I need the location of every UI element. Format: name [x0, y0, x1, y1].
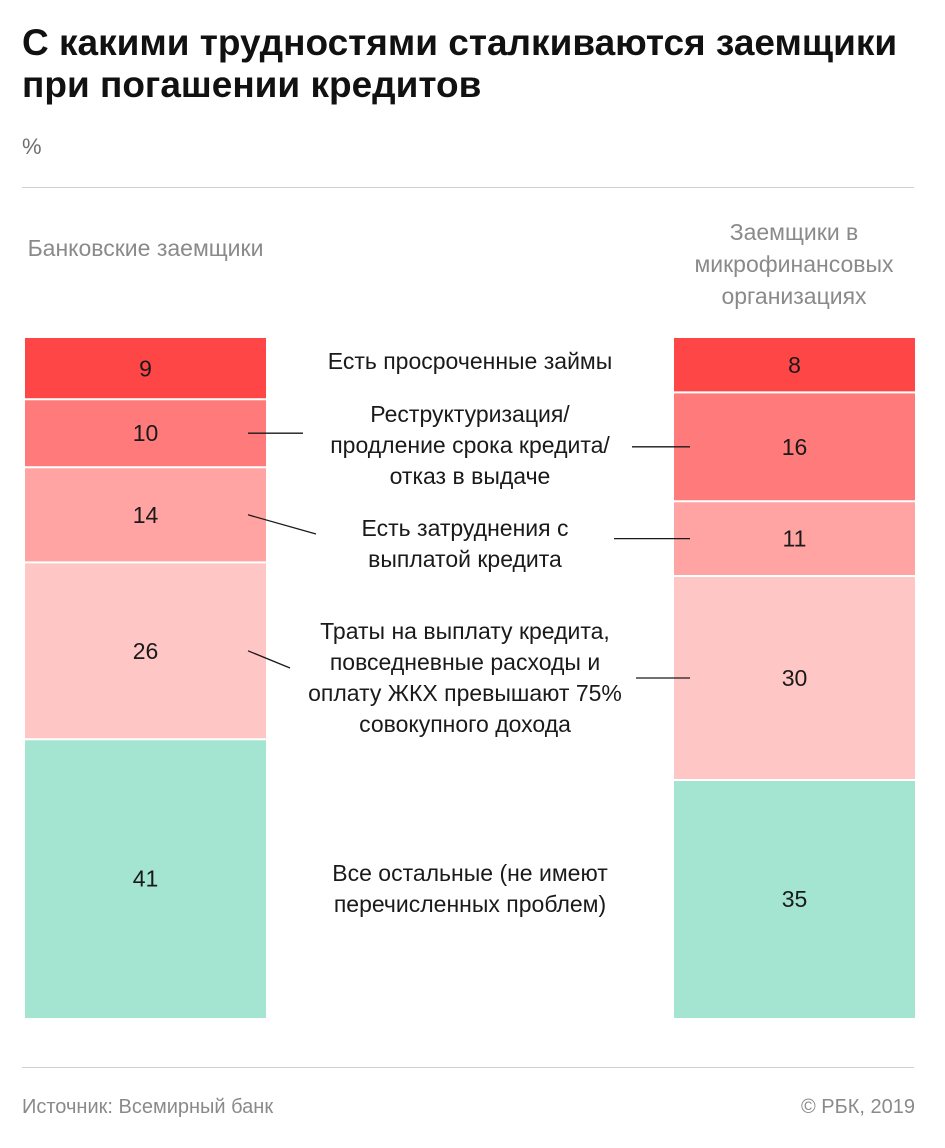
copyright-note: © РБК, 2019 — [800, 1096, 915, 1118]
data-label-bank-restructuring: 10 — [133, 420, 159, 446]
data-label-mfo-difficulties: 11 — [783, 526, 807, 552]
data-label-bank-expenses: 26 — [133, 638, 159, 664]
column-header-mfo: Заемщики в микрофинансовых организациях — [694, 219, 894, 309]
column-header-bank: Банковские заемщики — [27, 235, 264, 261]
chart-title: С какими трудностями сталкиваются заемщи… — [22, 22, 898, 105]
data-label-bank-overdue: 9 — [139, 356, 152, 382]
connector-line-bank-difficulties — [247, 514, 317, 535]
category-label-difficulties: Есть затруднения с выплатой кредита — [361, 515, 569, 572]
top-divider — [22, 187, 914, 188]
bar-segment-mfo-difficulties — [674, 501, 915, 576]
bottom-divider — [22, 1067, 914, 1068]
connector-line-bank-expenses — [247, 650, 291, 669]
category-label-expenses: Траты на выплату кредита, повседневные р… — [308, 618, 622, 737]
unit-label: % — [22, 134, 42, 159]
category-label-restructuring: Реструктуризация/ продление срока кредит… — [330, 401, 610, 489]
data-label-mfo-others: 35 — [782, 886, 808, 912]
data-label-mfo-restructuring: 16 — [782, 434, 808, 460]
bar-segment-bank-restructuring — [25, 399, 266, 468]
bar-segment-bank-overdue — [25, 338, 266, 400]
bar-segment-mfo-overdue — [674, 338, 915, 393]
bar-segment-bank-others — [25, 739, 266, 1018]
data-label-bank-others: 41 — [133, 866, 159, 892]
category-label-overdue: Есть просроченные займы — [327, 348, 613, 374]
bar-segment-mfo-restructuring — [674, 392, 915, 502]
bar-segment-mfo-expenses — [674, 576, 915, 780]
bar-segment-mfo-others — [674, 780, 915, 1018]
source-note: Источник: Всемирный банк — [22, 1096, 274, 1118]
data-label-bank-difficulties: 14 — [133, 502, 159, 528]
bar-segment-bank-expenses — [25, 562, 266, 740]
data-label-mfo-overdue: 8 — [788, 352, 801, 378]
data-label-mfo-expenses: 30 — [782, 665, 808, 691]
bar-segment-bank-difficulties — [25, 467, 266, 563]
category-label-others: Все остальные (не имеют перечисленных пр… — [332, 860, 608, 917]
